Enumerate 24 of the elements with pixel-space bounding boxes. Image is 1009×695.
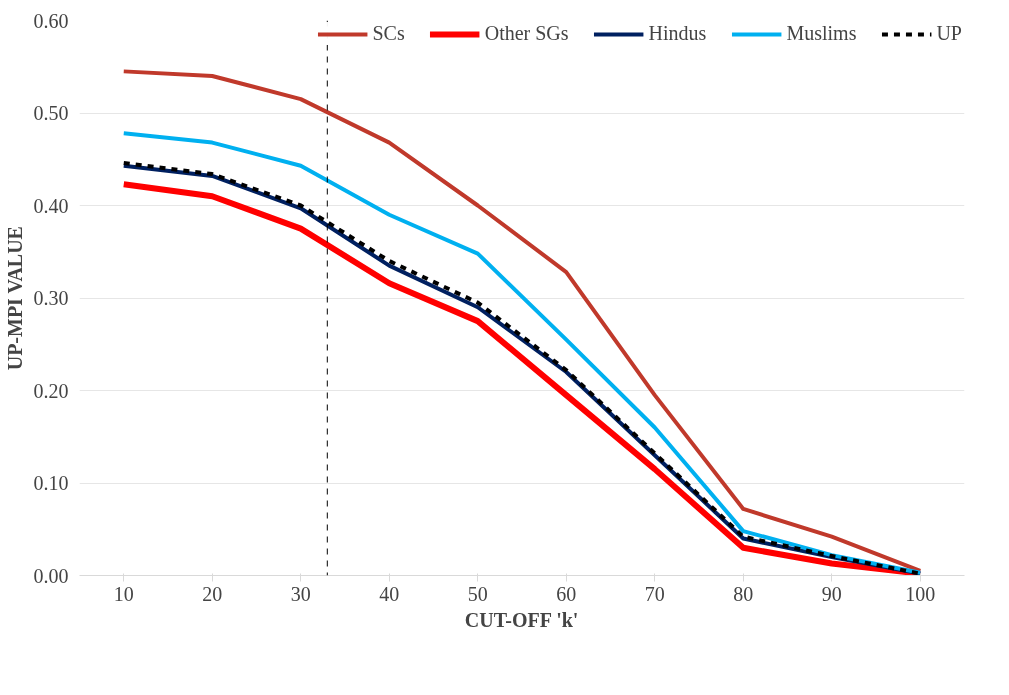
y-tick-label: 0.60 bbox=[33, 9, 69, 32]
x-tick-label: 60 bbox=[556, 582, 577, 605]
x-axis-title: CUT-OFF 'k' bbox=[464, 608, 579, 631]
legend-label: Other SGs bbox=[484, 22, 569, 45]
x-tick-label: 30 bbox=[290, 582, 311, 605]
x-tick-label: 20 bbox=[202, 582, 223, 605]
x-tick-label: 70 bbox=[644, 582, 665, 605]
x-tick-label: 40 bbox=[379, 582, 400, 605]
x-tick-label: 50 bbox=[467, 582, 488, 605]
y-tick-label: 0.30 bbox=[33, 287, 69, 309]
y-tick-label: 0.00 bbox=[33, 564, 69, 587]
legend-label: Hindus bbox=[648, 22, 707, 45]
x-tick-label: 10 bbox=[113, 582, 134, 605]
legend-label: Muslims bbox=[786, 22, 857, 45]
x-tick-label: 90 bbox=[821, 582, 842, 605]
y-tick-label: 0.20 bbox=[33, 379, 69, 402]
y-tick-label: 0.50 bbox=[33, 102, 69, 124]
y-tick-label: 0.40 bbox=[33, 194, 69, 217]
y-tick-label: 0.10 bbox=[33, 472, 69, 494]
x-tick-label: 100 bbox=[905, 582, 936, 605]
y-axis-title: UP-MPI VALUE bbox=[3, 226, 26, 371]
legend-label: SCs bbox=[372, 22, 405, 45]
legend-label: UP bbox=[936, 22, 962, 45]
x-tick-label: 80 bbox=[733, 582, 754, 605]
